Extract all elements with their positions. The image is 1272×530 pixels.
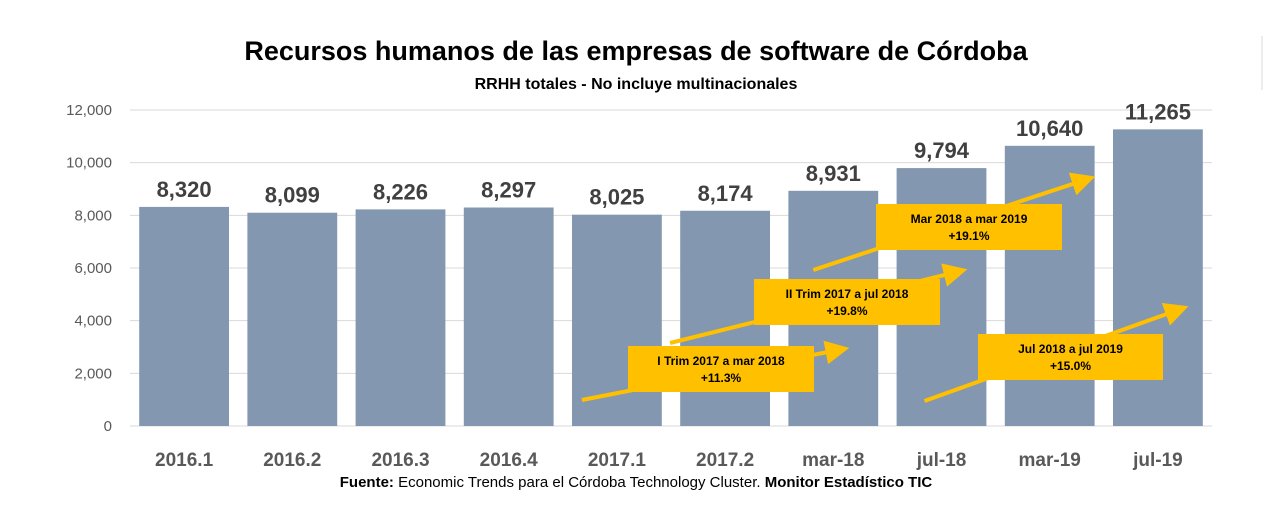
annotation-period-label: Jul 2018 a jul 2019 — [1018, 342, 1123, 356]
data-label: 11,265 — [1125, 99, 1191, 124]
annotation-growth-label: +19.1% — [948, 229, 989, 243]
data-label: 9,794 — [914, 138, 970, 163]
source-label: Fuente: — [339, 474, 394, 491]
data-label: 8,931 — [806, 161, 861, 186]
data-label: 8,297 — [481, 178, 536, 203]
annotation-box — [628, 346, 814, 392]
y-axis-ticks: 0 2,000 4,000 6,000 8,000 10,000 12,000 — [66, 102, 112, 435]
x-tick-label: 2016.2 — [263, 450, 321, 471]
x-tick-label: mar-18 — [802, 450, 864, 471]
data-label: 8,025 — [589, 185, 644, 210]
x-tick-label: jul-18 — [916, 450, 967, 471]
data-labels: 8,320 8,099 8,226 8,297 8,025 8,174 8,931 9,794… — [157, 99, 1191, 209]
source-publication: Monitor Estadístico TIC — [764, 474, 933, 491]
x-tick-label: 2016.4 — [480, 450, 539, 471]
x-tick-label: 2016.1 — [155, 450, 214, 471]
y-tick-label: 0 — [104, 418, 112, 435]
x-tick-label: 2017.2 — [696, 450, 754, 471]
annotation-growth-label: +11.3% — [701, 371, 742, 385]
bar — [355, 209, 446, 426]
x-axis-labels: 2016.1 2016.2 2016.3 2016.4 2017.1 2017.2 mar-… — [155, 450, 1183, 471]
annotation-period-label: Mar 2018 a mar 2019 — [911, 212, 1028, 226]
bar — [247, 212, 338, 426]
annotation-box — [876, 204, 1062, 250]
annotation-box — [978, 334, 1163, 380]
source-note: Fuente: Economic Trends para el Córdoba … — [0, 474, 1272, 491]
annotation-box — [754, 279, 940, 325]
y-tick-label: 2,000 — [74, 365, 112, 382]
annotation-growth-label: +19.8% — [826, 304, 867, 318]
bar — [1112, 129, 1203, 427]
annotation-period-label: I Trim 2017 a mar 2018 — [657, 354, 785, 368]
x-tick-label: 2017.1 — [588, 450, 647, 471]
chart-title: Recursos humanos de las empresas de soft… — [244, 36, 1028, 66]
y-tick-label: 4,000 — [74, 313, 112, 330]
y-tick-label: 8,000 — [74, 207, 112, 224]
annotation-growth-label: +15.0% — [1050, 359, 1091, 373]
data-label: 8,099 — [265, 183, 320, 208]
annotation-period-label: II Trim 2017 a jul 2018 — [786, 287, 909, 301]
data-label: 10,640 — [1016, 116, 1083, 141]
x-tick-label: jul-19 — [1132, 450, 1183, 471]
y-tick-label: 12,000 — [66, 102, 112, 119]
y-tick-label: 6,000 — [74, 260, 112, 277]
bar — [463, 207, 554, 426]
bar — [1004, 145, 1095, 426]
chart-subtitle: RRHH totales - No incluye multinacionale… — [474, 76, 798, 93]
x-tick-label: mar-19 — [1019, 450, 1081, 471]
y-tick-label: 10,000 — [66, 155, 112, 172]
data-label: 8,320 — [157, 177, 212, 202]
data-label: 8,174 — [698, 181, 754, 206]
data-label: 8,226 — [373, 179, 428, 204]
annotations: I Trim 2017 a mar 2018 +11.3% II Trim 2017… — [581, 172, 1189, 403]
bar — [139, 206, 230, 426]
source-text: Economic Trends para el Córdoba Technolo… — [393, 474, 765, 491]
x-tick-label: 2016.3 — [371, 450, 429, 471]
